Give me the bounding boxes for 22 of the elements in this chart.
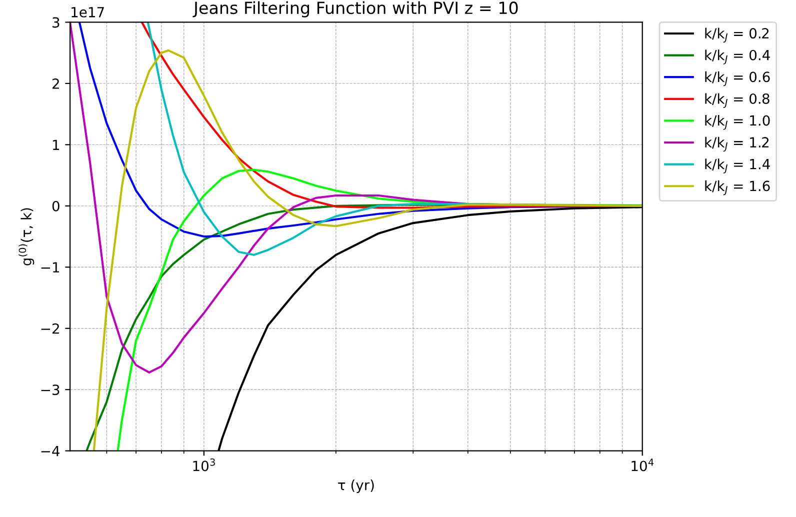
- legend-label: k/k$_{J}$ = 1.6: [705, 180, 770, 196]
- x-tick-label: 10$^{3}$: [193, 458, 215, 472]
- legend-label: k/k$_{J}$ = 0.8: [705, 93, 770, 108]
- legend-label: k/k$_{J}$ = 1.0: [705, 115, 770, 130]
- y-tick-label: 3: [52, 17, 60, 28]
- y-axis-title: g$^{(0)}$(τ, k): [18, 208, 34, 266]
- y-tick-label: −2: [41, 323, 59, 334]
- text: 1e17: [72, 7, 104, 18]
- legend-label: k/k$_{J}$ = 0.6: [705, 71, 770, 86]
- y-tick-label: −1: [41, 262, 60, 272]
- legend-label: k/k$_{J}$ = 0.2: [705, 28, 769, 43]
- legend-label: k/k$_{J}$ = 1.4: [705, 158, 770, 174]
- y-tick-label: −4: [41, 446, 60, 456]
- x-axis-title: τ (yr): [338, 480, 374, 493]
- y-tick-label: 0: [52, 200, 60, 212]
- legend-label: k/k$_{J}$ = 0.4: [705, 50, 770, 64]
- x-tick-label: 10$^{4}$: [632, 458, 654, 472]
- y-tick-label: 2: [52, 78, 59, 89]
- y-tick-label: −3: [41, 384, 60, 396]
- y-tick-label: 1: [53, 140, 60, 150]
- legend-label: k/k$_{J}$ = 1.2: [705, 136, 769, 152]
- chart-title: Jeans Filtering Function with PVI z = 10: [192, 1, 518, 18]
